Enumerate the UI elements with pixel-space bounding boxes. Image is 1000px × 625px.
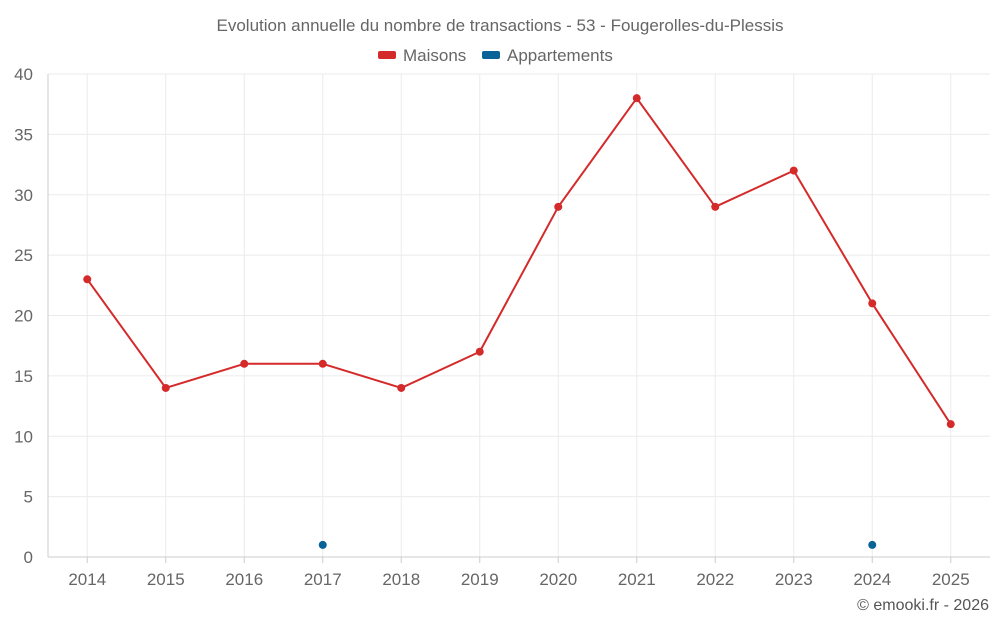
x-tick-label: 2023: [775, 570, 813, 589]
grid: [48, 73, 990, 557]
data-point-maisons[interactable]: [397, 383, 406, 392]
x-tick-label: 2016: [225, 570, 263, 589]
data-point-maisons[interactable]: [161, 383, 170, 392]
legend-item-maisons[interactable]: Maisons: [378, 46, 466, 65]
axes: [47, 74, 990, 558]
x-tick-label: 2022: [696, 570, 734, 589]
series-appartements: [318, 540, 877, 549]
data-point-maisons[interactable]: [711, 202, 720, 211]
series: [83, 94, 955, 549]
data-point-maisons[interactable]: [789, 166, 798, 175]
y-tick-label: 0: [24, 548, 33, 567]
data-point-maisons[interactable]: [632, 94, 641, 103]
data-point-maisons[interactable]: [554, 202, 563, 211]
x-axis-ticks: 2014 2015 2016 2017 2018 2019 2020 2021 2022 2023…: [68, 557, 970, 589]
credit-text: © emooki.fr - 2026: [857, 597, 989, 614]
x-tick-label: 2024: [853, 570, 891, 589]
series-line-maisons: [86, 97, 952, 425]
series-maisons: [83, 94, 955, 429]
x-tick-label: 2025: [932, 570, 970, 589]
legend-swatch-appartements: [482, 51, 500, 59]
legend-label-appartements: Appartements: [507, 46, 613, 65]
y-tick-label: 5: [24, 488, 33, 507]
y-axis-ticks: 0 5 10 15 20 25 30 35 40: [14, 65, 33, 567]
x-tick-label: 2018: [382, 570, 420, 589]
legend-item-appartements[interactable]: Appartements: [482, 46, 613, 65]
data-point-maisons[interactable]: [83, 275, 92, 284]
x-tick-label: 2015: [147, 570, 185, 589]
legend-swatch-maisons: [378, 51, 396, 59]
y-tick-label: 40: [14, 65, 33, 84]
y-tick-label: 25: [14, 246, 33, 265]
y-tick-label: 35: [14, 125, 33, 144]
x-tick-label: 2019: [461, 570, 499, 589]
x-tick-label: 2017: [304, 570, 342, 589]
y-tick-label: 10: [14, 427, 33, 446]
y-tick-label: 15: [14, 367, 33, 386]
x-tick-label: 2021: [618, 570, 656, 589]
x-tick-label: 2020: [539, 570, 577, 589]
data-point-maisons[interactable]: [868, 299, 877, 308]
legend: Maisons Appartements: [378, 46, 613, 65]
data-point-appartements[interactable]: [318, 540, 327, 549]
data-point-maisons[interactable]: [475, 347, 484, 356]
y-tick-label: 20: [14, 307, 33, 326]
data-point-maisons[interactable]: [946, 420, 955, 429]
data-point-appartements[interactable]: [868, 540, 877, 549]
chart-title: Evolution annuelle du nombre de transact…: [217, 16, 784, 35]
data-point-maisons[interactable]: [240, 359, 249, 368]
y-tick-label: 30: [14, 186, 33, 205]
legend-label-maisons: Maisons: [403, 46, 466, 65]
data-point-maisons[interactable]: [318, 359, 327, 368]
x-tick-label: 2014: [68, 570, 106, 589]
